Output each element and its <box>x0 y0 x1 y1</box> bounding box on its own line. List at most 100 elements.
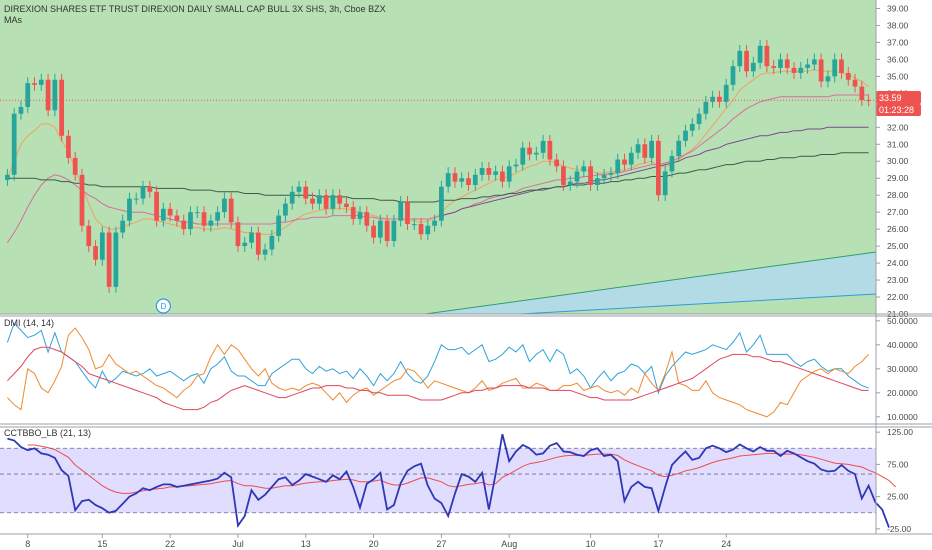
price-axis-tick-label: 36.00 <box>887 54 909 64</box>
candle-body <box>757 45 763 63</box>
candle-body <box>588 166 593 186</box>
candle-body <box>208 220 214 226</box>
candle-body <box>737 50 743 67</box>
candle-body <box>310 198 315 204</box>
dividend-marker-icon[interactable] <box>155 298 171 314</box>
candle-body <box>608 173 614 175</box>
candle-body <box>228 198 234 223</box>
candle-body <box>357 212 363 219</box>
trend-channel-lower <box>519 293 877 315</box>
time-tick-label: Aug <box>501 539 517 549</box>
candle-body <box>717 96 722 102</box>
candle-body <box>730 66 736 85</box>
candle-body <box>25 83 31 107</box>
candle-body <box>160 208 166 221</box>
candle-body <box>852 79 858 87</box>
dmi-series-line <box>7 346 869 411</box>
candle-body <box>377 220 383 238</box>
candle-body <box>120 220 126 233</box>
candle-body <box>18 106 24 114</box>
candle-body <box>242 242 248 247</box>
candle-body <box>66 135 71 158</box>
candle-body <box>140 186 146 199</box>
candle-body <box>771 66 777 68</box>
price-axis-tick-label: 26.00 <box>887 224 909 234</box>
candle-body <box>622 159 627 165</box>
dmi-title: DMI (14, 14) <box>4 318 54 328</box>
candle-body <box>662 171 668 196</box>
candle-body <box>113 232 119 287</box>
candle-body <box>601 174 607 179</box>
candle-body <box>269 235 275 250</box>
candle-body <box>811 59 817 65</box>
candle-body <box>581 166 587 172</box>
candle-body <box>615 159 621 174</box>
candle-body <box>642 144 648 158</box>
candle-body <box>296 186 302 192</box>
candle-body <box>723 84 729 102</box>
price-axis-tick-label: 23.00 <box>887 275 909 285</box>
candle-body <box>59 79 65 136</box>
price-axis-tick-label: 29.00 <box>887 173 909 183</box>
candle-body <box>628 152 634 165</box>
candle-body <box>574 171 580 182</box>
time-tick-label: Jul <box>232 539 244 549</box>
price-subtitle: MAs <box>4 15 23 25</box>
candle-body <box>439 186 444 221</box>
candle-body <box>533 152 539 155</box>
candle-body <box>11 113 17 175</box>
dmi-axis-tick-label: 10.0000 <box>887 412 918 422</box>
candle-body <box>398 201 404 221</box>
price-axis-tick-label: 22.00 <box>887 292 909 302</box>
time-tick-label: 17 <box>653 539 663 549</box>
candle-body <box>764 45 770 67</box>
candle-body <box>866 100 871 102</box>
cct-pane[interactable]: 125.00 75.00 25.00 -25.00 <box>0 427 913 534</box>
candle-body <box>86 225 92 247</box>
candle-body <box>466 178 471 186</box>
dmi-axis-tick-label: 40.0000 <box>887 340 918 350</box>
candle-body <box>147 186 153 192</box>
candle-body <box>235 222 241 247</box>
time-tick-label: 13 <box>301 539 311 549</box>
event-marker[interactable]: D <box>155 298 171 314</box>
trend-channel-upper <box>424 251 877 315</box>
candle-body <box>371 225 376 238</box>
candle-body <box>194 212 200 214</box>
candle-body <box>818 59 824 82</box>
candle-body <box>479 168 485 175</box>
candle-body <box>72 157 78 175</box>
price-pane[interactable]: 39.0038.0037.0036.0035.0034.0033.0032.00… <box>0 0 909 319</box>
candle-body <box>99 232 105 260</box>
time-tick-label: 8 <box>25 539 30 549</box>
candle-body <box>791 67 797 73</box>
last-price-badge <box>876 91 921 104</box>
candle-body <box>561 166 566 186</box>
price-axis-tick-label: 35.00 <box>887 71 909 81</box>
time-axis[interactable]: 8 15 22 Jul 13 20 27 Aug 10 17 24 <box>25 534 731 549</box>
cct-axis-tick-label: 75.00 <box>887 459 909 469</box>
time-tick-label: 20 <box>369 539 379 549</box>
candle-body <box>527 147 532 155</box>
candle-body <box>676 140 682 157</box>
candle-body <box>344 203 349 208</box>
candle-body <box>133 198 139 200</box>
cct-axis-tick-label: 125.00 <box>887 427 913 437</box>
candle-body <box>391 220 397 242</box>
candle-body <box>567 181 573 186</box>
candle-body <box>547 140 553 160</box>
dmi-background <box>0 316 876 424</box>
candle-body <box>411 224 417 226</box>
candle-body <box>520 147 526 165</box>
candle-body <box>669 156 675 172</box>
candle-body <box>656 140 661 196</box>
dmi-pane[interactable]: 50.0000 40.0000 30.0000 20.0000 10.0000 <box>0 316 918 424</box>
price-background <box>0 0 876 314</box>
candle-body <box>330 195 336 209</box>
candle-body <box>289 191 295 204</box>
price-axis-tick-label: 37.00 <box>887 37 909 47</box>
candle-body <box>32 83 37 85</box>
event-marker-label: D <box>160 302 166 311</box>
candle-body <box>459 178 465 182</box>
